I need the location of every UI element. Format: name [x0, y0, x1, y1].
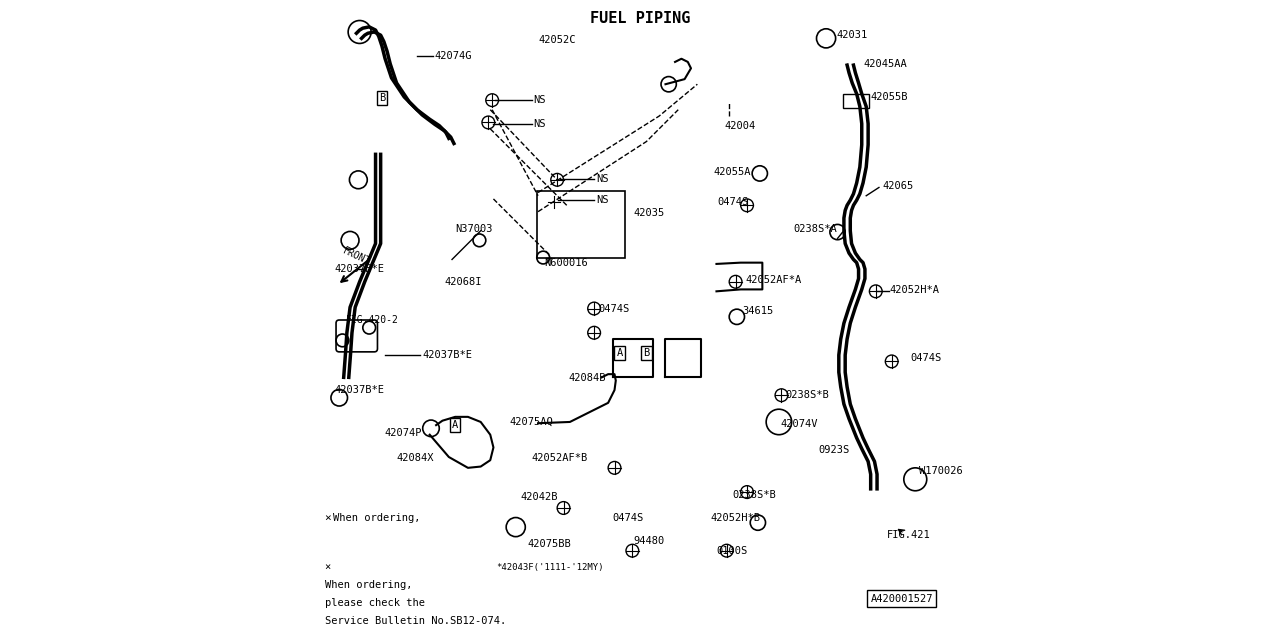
- Text: 42045AA: 42045AA: [863, 59, 906, 69]
- Text: 42074G: 42074G: [435, 51, 472, 61]
- Text: ×: ×: [325, 513, 332, 523]
- Text: W170026: W170026: [919, 466, 963, 476]
- Text: When ordering,: When ordering,: [325, 580, 412, 590]
- Text: 0238S*B: 0238S*B: [732, 490, 776, 500]
- Text: 34615: 34615: [742, 306, 773, 316]
- Text: 42004: 42004: [724, 121, 756, 131]
- Text: 42052AF*A: 42052AF*A: [745, 275, 801, 285]
- Text: NS: NS: [534, 95, 547, 105]
- Text: 0474S: 0474S: [911, 353, 942, 364]
- Text: B: B: [379, 93, 385, 103]
- Text: 0474S: 0474S: [718, 197, 749, 207]
- Text: 0100S: 0100S: [717, 546, 748, 556]
- Text: 42055A: 42055A: [713, 166, 751, 177]
- Text: FRONT: FRONT: [340, 246, 372, 267]
- Text: 42037B*E: 42037B*E: [334, 264, 384, 274]
- Text: Service Bulletin No.SB12-074.: Service Bulletin No.SB12-074.: [325, 616, 506, 626]
- Text: 42074P: 42074P: [384, 428, 422, 438]
- Text: 42052C: 42052C: [539, 35, 576, 45]
- Text: *42043F('1111-'12MY): *42043F('1111-'12MY): [497, 563, 604, 572]
- Text: 42074V: 42074V: [781, 419, 818, 429]
- Text: 0474S: 0474S: [599, 303, 630, 314]
- Text: NS: NS: [534, 119, 547, 129]
- Text: 42084B: 42084B: [568, 372, 607, 383]
- Text: NS: NS: [596, 195, 608, 205]
- Text: 42084X: 42084X: [397, 454, 434, 463]
- Text: 42055B: 42055B: [870, 92, 909, 102]
- Text: A420001527: A420001527: [870, 593, 933, 604]
- Text: 42037B*E: 42037B*E: [422, 350, 472, 360]
- Text: A: A: [452, 420, 458, 430]
- Text: 0238S*A: 0238S*A: [792, 224, 837, 234]
- Text: 0238S*B: 0238S*B: [786, 390, 829, 400]
- Text: ×: ×: [325, 562, 330, 572]
- Text: 42031: 42031: [836, 29, 868, 40]
- Text: 94480: 94480: [634, 536, 664, 547]
- Text: 42052H*B: 42052H*B: [710, 513, 760, 523]
- Text: FUEL PIPING: FUEL PIPING: [590, 11, 690, 26]
- Text: 0923S: 0923S: [818, 445, 850, 454]
- Text: 42068I: 42068I: [444, 277, 481, 287]
- Text: 42065: 42065: [882, 181, 914, 191]
- Text: 42075AQ: 42075AQ: [509, 417, 553, 427]
- Text: 0474S: 0474S: [612, 513, 644, 523]
- Text: B: B: [644, 348, 649, 358]
- Text: 42035: 42035: [634, 208, 664, 218]
- Text: 42042B: 42042B: [520, 492, 558, 502]
- Text: 42052H*A: 42052H*A: [890, 285, 940, 295]
- Text: 42037B*E: 42037B*E: [334, 385, 384, 395]
- Text: NS: NS: [596, 173, 608, 184]
- Text: 42052AF*B: 42052AF*B: [531, 454, 588, 463]
- FancyBboxPatch shape: [536, 191, 626, 257]
- Text: N37003: N37003: [456, 224, 493, 234]
- FancyBboxPatch shape: [842, 94, 869, 108]
- Text: N600016: N600016: [544, 258, 589, 268]
- Text: 42075BB: 42075BB: [527, 540, 572, 550]
- Text: FIG.420-2: FIG.420-2: [346, 315, 398, 325]
- Text: please check the: please check the: [325, 598, 425, 608]
- Text: A: A: [617, 348, 623, 358]
- Text: When ordering,: When ordering,: [333, 513, 420, 523]
- Text: FIG.421: FIG.421: [887, 530, 931, 540]
